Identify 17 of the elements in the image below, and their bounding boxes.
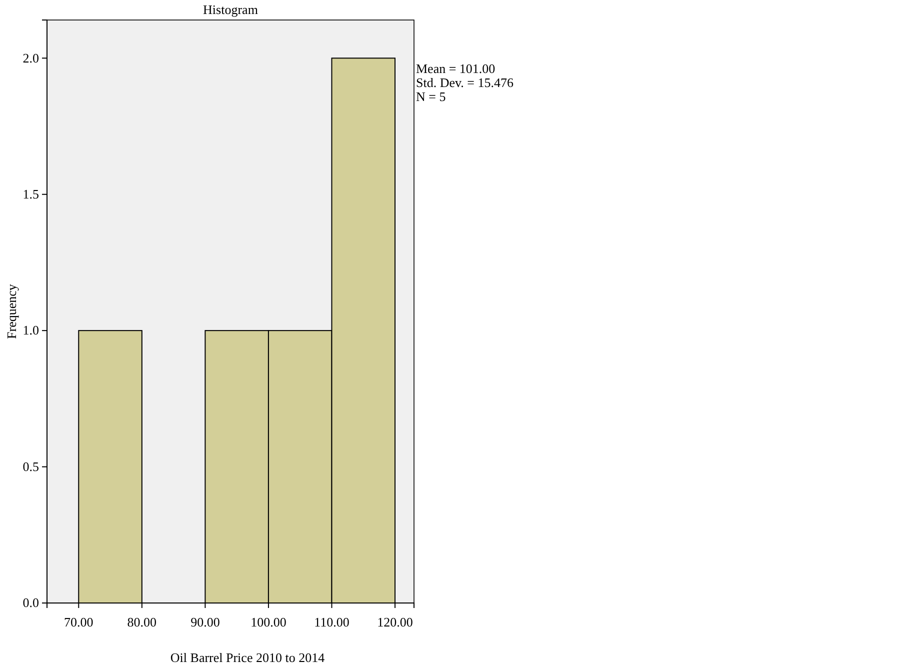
x-tick-label: 80.00 <box>127 614 157 630</box>
chart-title: Histogram <box>203 2 258 17</box>
y-tick-label: 2.0 <box>22 50 39 66</box>
text: Mean = 101.00 <box>416 61 496 76</box>
y-tick-label: 0.5 <box>22 458 39 474</box>
x-axis-title: Oil Barrel Price 2010 to 2014 <box>170 650 326 665</box>
x-tick-label: 120.00 <box>377 614 413 630</box>
x-tick-label: 110.00 <box>314 614 350 630</box>
y-axis-title: Frequency <box>4 284 19 339</box>
text: Std. Dev. = 15.476 <box>416 75 514 90</box>
x-tick-label: 100.00 <box>250 614 286 630</box>
y-tick-label: 0.0 <box>22 595 39 610</box>
text: N = 5 <box>416 89 446 104</box>
x-tick-label: 90.00 <box>190 614 220 630</box>
y-tick-label: 1.5 <box>22 186 39 202</box>
y-tick-label: 1.0 <box>22 322 39 338</box>
x-tick-label: 70.00 <box>64 614 94 630</box>
